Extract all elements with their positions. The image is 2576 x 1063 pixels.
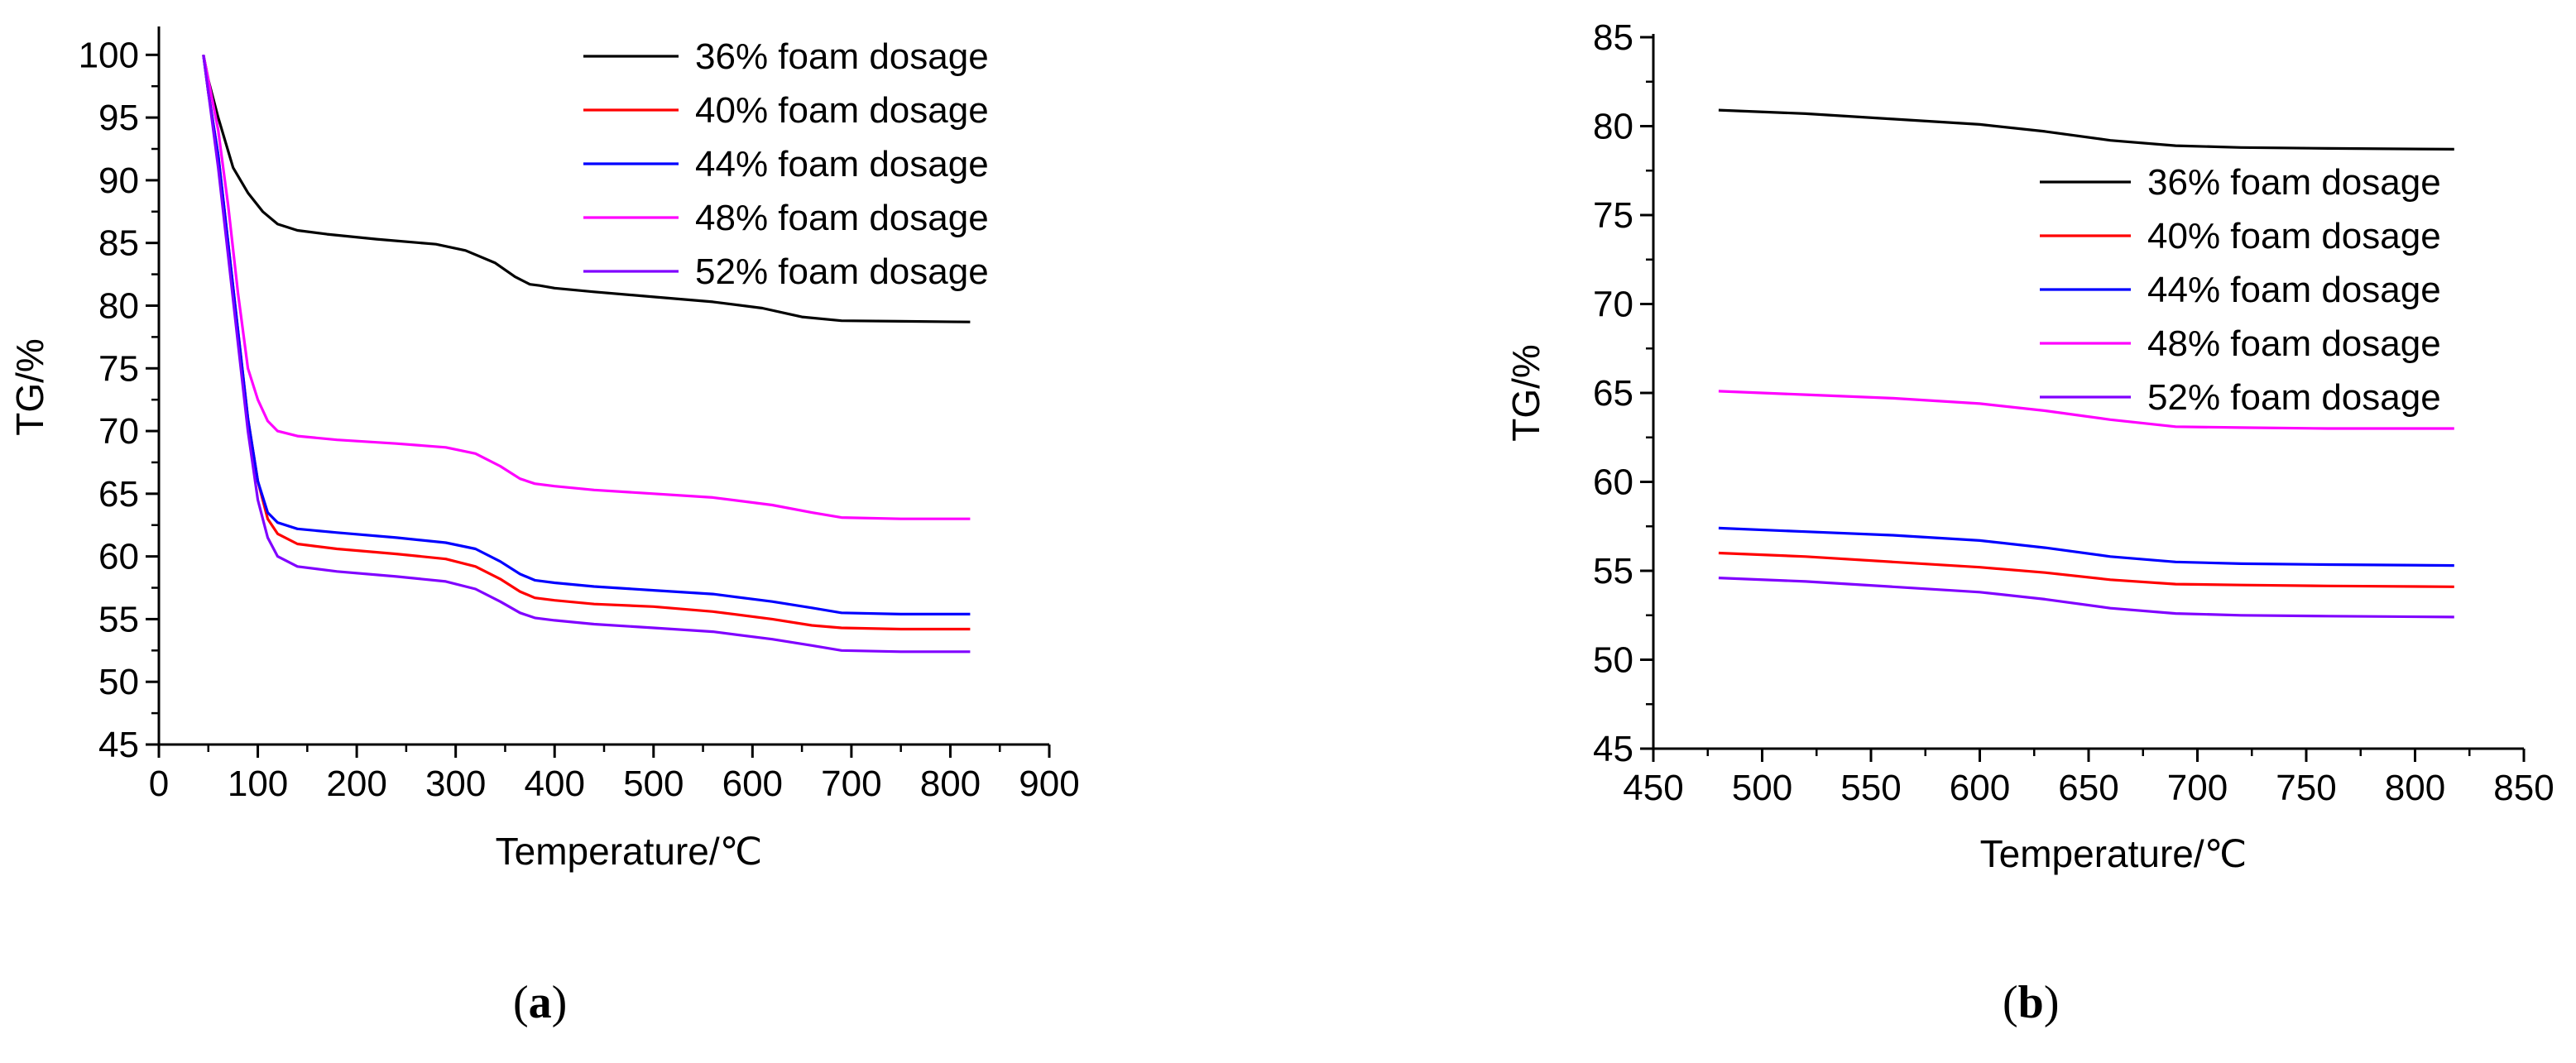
y-axis-label: TG/%: [1504, 344, 1547, 442]
y-tick-label: 75: [98, 348, 139, 389]
y-tick-label: 55: [98, 599, 139, 639]
x-tick-label: 650: [2058, 768, 2118, 808]
x-tick-label: 800: [2385, 768, 2445, 808]
series-line: [1718, 108, 2454, 151]
x-tick-label: 600: [722, 764, 783, 804]
series-line: [202, 55, 971, 615]
x-tick-label: 800: [920, 764, 981, 804]
y-tick-label: 45: [98, 725, 139, 765]
y-tick-label: 70: [1593, 285, 1633, 325]
legend-label: 52% foam dosage: [695, 251, 989, 292]
x-tick-label: 700: [821, 764, 881, 804]
x-tick-label: 600: [1950, 768, 2010, 808]
y-tick-label: 45: [1593, 729, 1633, 769]
y-tick-label: 55: [1593, 551, 1633, 591]
y-tick-label: 60: [1593, 462, 1633, 503]
x-axis-label: Temperature/℃: [1980, 832, 2247, 875]
y-tick-label: 50: [1593, 640, 1633, 681]
series-line: [202, 54, 971, 323]
series-line: [202, 55, 971, 654]
y-tick-label: 85: [98, 223, 139, 264]
series-line: [202, 54, 971, 520]
legend-label: 36% foam dosage: [2147, 162, 2441, 203]
y-tick-label: 85: [1593, 17, 1633, 58]
legend-label: 48% foam dosage: [2147, 323, 2441, 364]
y-tick-label: 90: [98, 160, 139, 201]
legend-label: 44% foam dosage: [695, 144, 989, 184]
y-tick-label: 65: [1593, 373, 1633, 414]
x-tick-label: 300: [425, 764, 486, 804]
legend-label: 48% foam dosage: [695, 198, 989, 238]
legend-label: 44% foam dosage: [2147, 270, 2441, 310]
series-line: [202, 55, 971, 631]
y-tick-label: 80: [1593, 107, 1633, 147]
x-tick-label: 500: [1732, 768, 1792, 808]
panel-label-b: (b): [2003, 977, 2060, 1028]
y-tick-label: 75: [1593, 195, 1633, 236]
y-tick-label: 95: [98, 98, 139, 138]
legend-label: 36% foam dosage: [695, 36, 989, 77]
chart-panel-a: 45 50 55 60 65 70 75 80 85 90 95 100 0 100 200 300 400 50…: [8, 26, 1080, 873]
x-tick-label: 0: [149, 764, 169, 804]
y-tick-label: 50: [98, 662, 139, 702]
legend-label: 52% foam dosage: [2147, 377, 2441, 418]
series-line: [1718, 577, 2454, 619]
chart-panel-b: 45 50 55 60 65 70 75 80 85 450 500 550 600 650 700 750 8…: [1504, 17, 2554, 875]
x-tick-label: 700: [2167, 768, 2228, 808]
series-line: [1718, 551, 2454, 588]
y-tick-label: 65: [98, 474, 139, 515]
legend-label: 40% foam dosage: [2147, 216, 2441, 256]
series-line: [1718, 526, 2454, 567]
x-tick-label: 850: [2493, 768, 2554, 808]
x-tick-label: 750: [2276, 768, 2336, 808]
x-tick-label: 100: [228, 764, 288, 804]
x-tick-label: 400: [525, 764, 585, 804]
y-tick-label: 60: [98, 537, 139, 577]
x-tick-label: 900: [1019, 764, 1079, 804]
x-tick-label: 450: [1623, 768, 1683, 808]
y-tick-label: 100: [79, 35, 139, 75]
x-tick-label: 550: [1840, 768, 1901, 808]
series-line: [1718, 390, 2454, 430]
y-axis-label: TG/%: [8, 338, 51, 436]
x-tick-label: 500: [623, 764, 684, 804]
panel-label-a: (a): [513, 977, 568, 1028]
legend-label: 40% foam dosage: [695, 90, 989, 131]
y-tick-label: 70: [98, 411, 139, 452]
x-axis-label: Temperature/℃: [496, 830, 763, 873]
x-tick-label: 200: [326, 764, 386, 804]
y-tick-label: 80: [98, 285, 139, 326]
